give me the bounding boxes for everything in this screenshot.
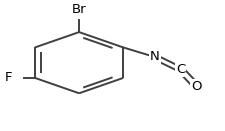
Text: Br: Br — [72, 3, 86, 16]
Text: C: C — [176, 63, 184, 76]
Text: F: F — [5, 71, 12, 84]
Text: O: O — [191, 80, 201, 93]
Text: N: N — [149, 50, 159, 64]
